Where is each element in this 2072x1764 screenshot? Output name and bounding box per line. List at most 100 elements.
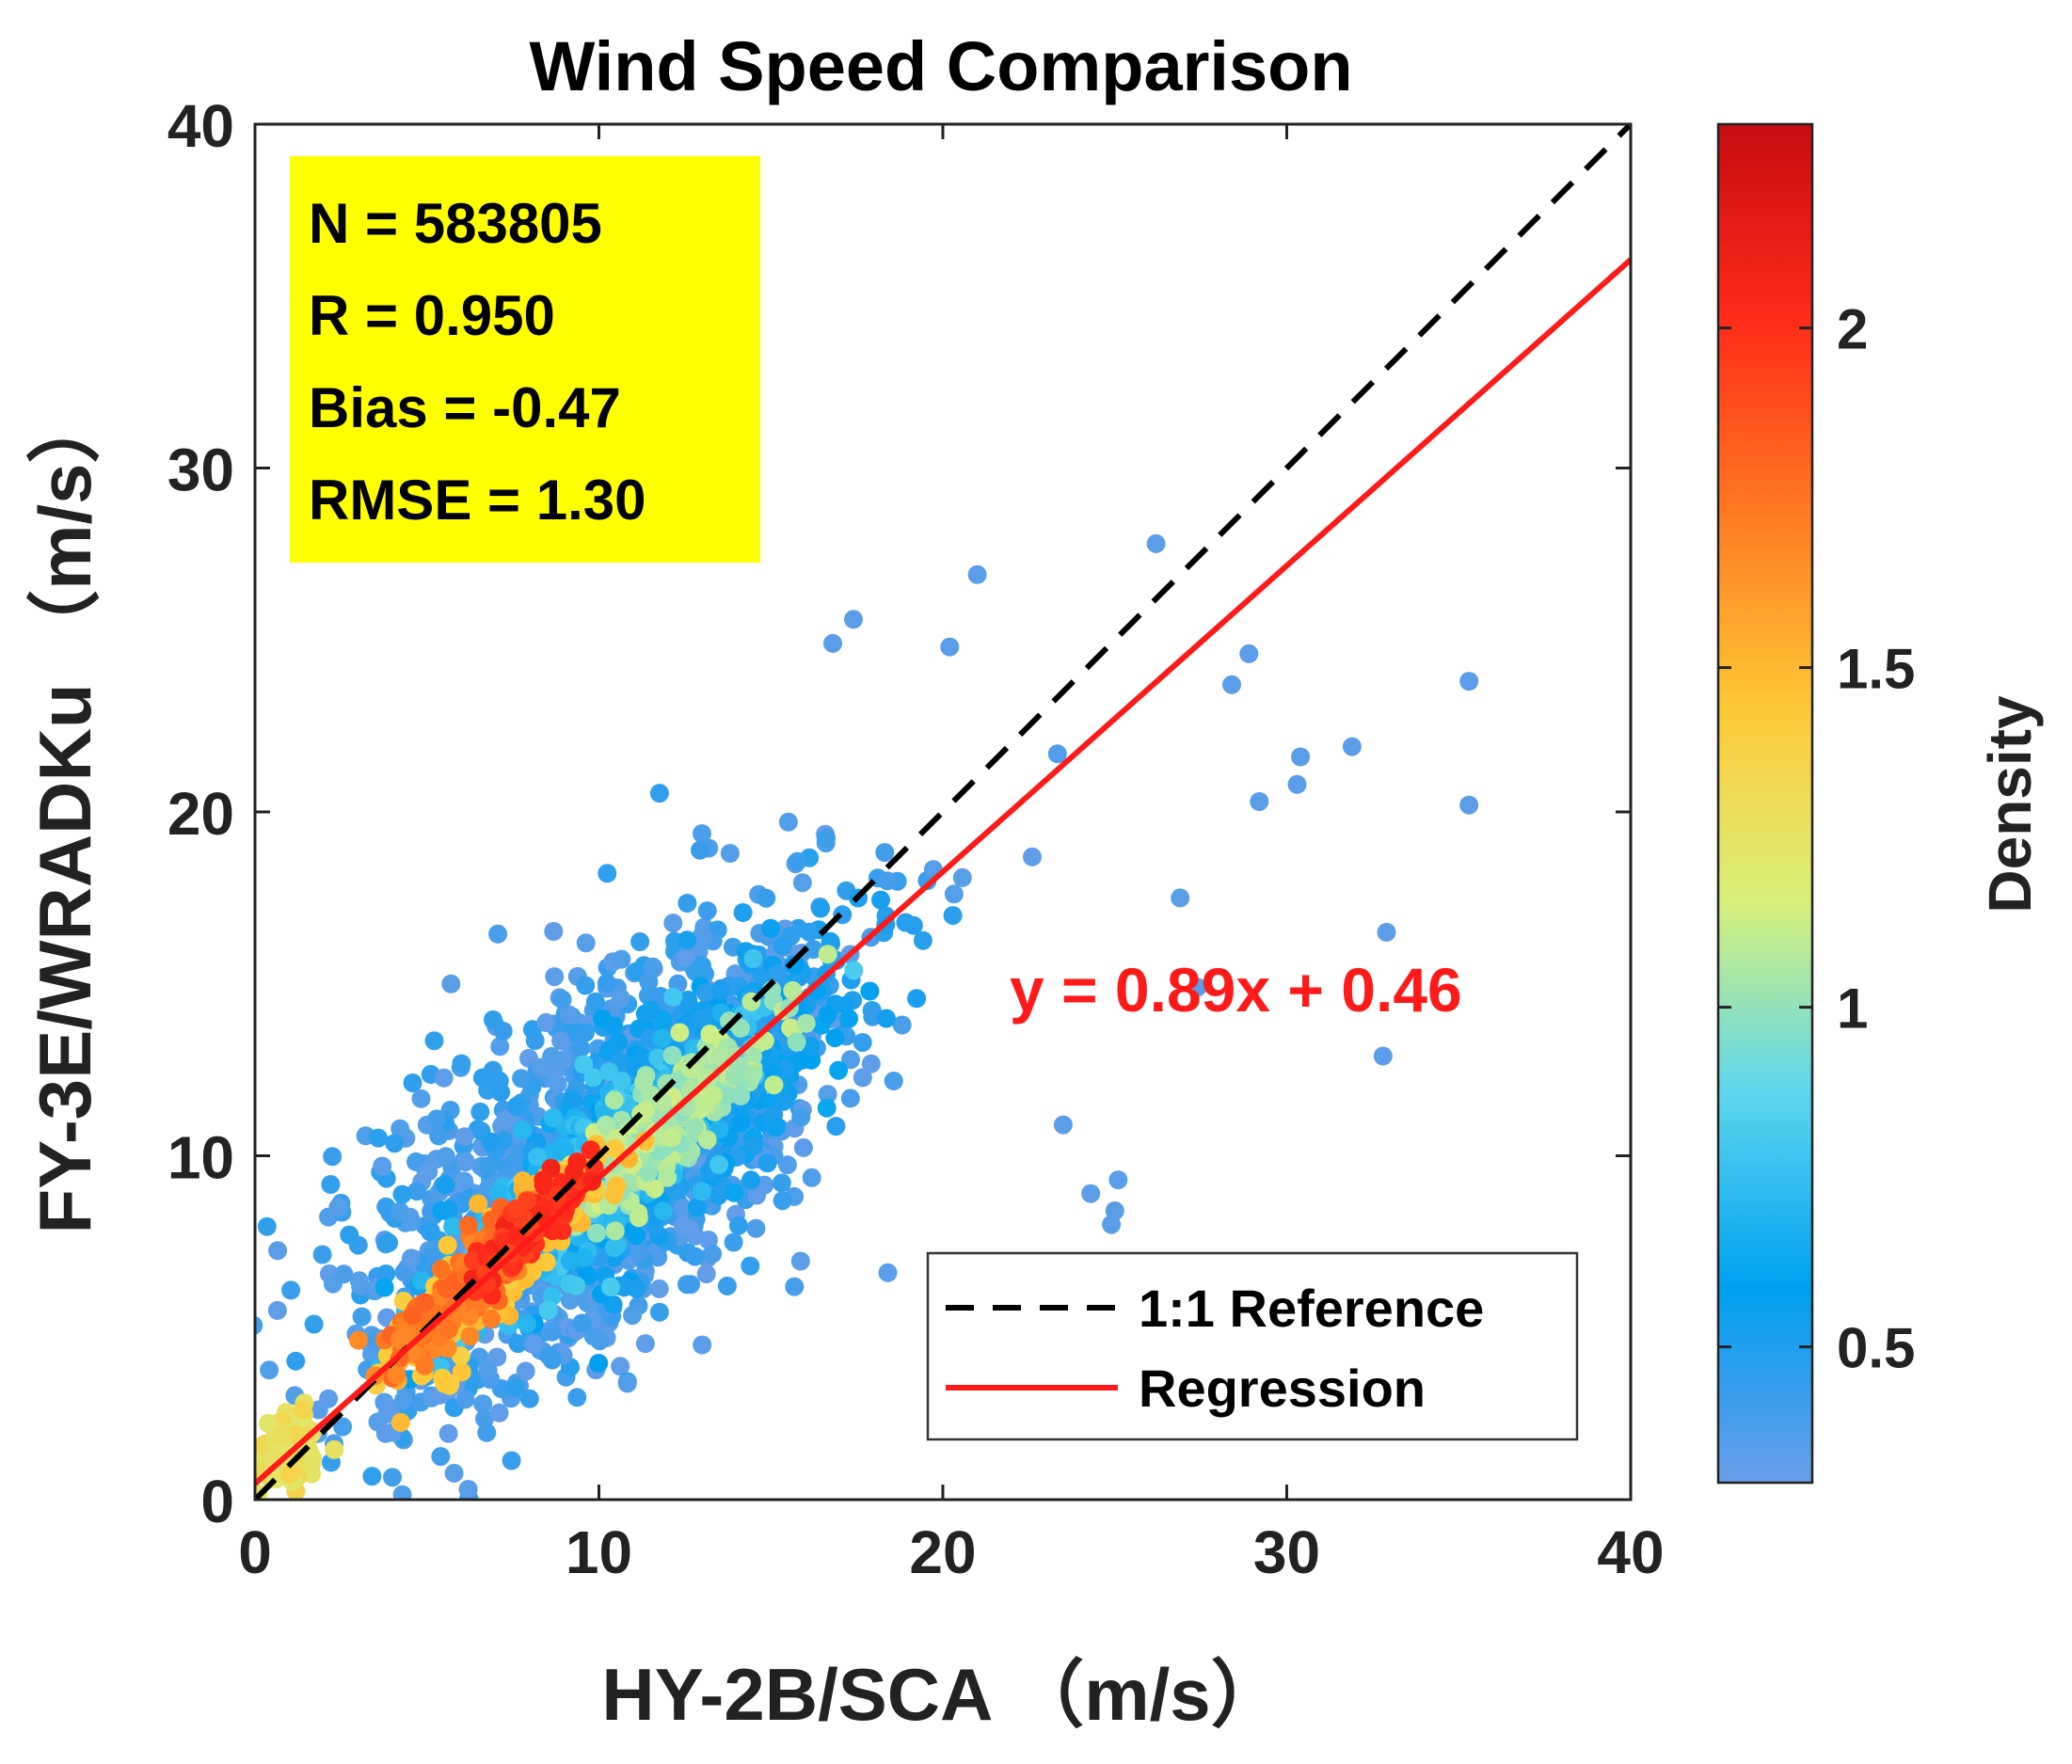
- scatter-point: [552, 1136, 572, 1155]
- colorbar: 0.5 1 1.5 2 Density: [1716, 122, 2044, 1485]
- scatter-point: [519, 1389, 539, 1408]
- scatter-point: [677, 930, 697, 950]
- scatter-point: [452, 1054, 471, 1073]
- scatter-point: [542, 1046, 562, 1066]
- scatter-point: [508, 1334, 528, 1354]
- scatter-point: [349, 1271, 369, 1291]
- scatter-point: [967, 564, 987, 584]
- scatter-point: [604, 1185, 624, 1205]
- scatter-point: [658, 1168, 677, 1187]
- scatter-point: [387, 1365, 406, 1385]
- scatter-point: [376, 1234, 395, 1254]
- scatter-point: [581, 1140, 600, 1160]
- scatter-point: [572, 1313, 592, 1333]
- scatter-point: [488, 924, 508, 944]
- scatter-point: [576, 933, 596, 953]
- scatter-point: [1373, 1046, 1393, 1066]
- scatter-point: [438, 1200, 458, 1219]
- scatter-point: [542, 1350, 562, 1370]
- scatter-point: [731, 1087, 751, 1105]
- legend-label-regression: Regression: [1139, 1359, 1426, 1418]
- scatter-point: [484, 1010, 502, 1029]
- scatter-point: [709, 1047, 729, 1067]
- scatter-point: [605, 1138, 625, 1158]
- scatter-point: [793, 1137, 813, 1157]
- scatter-point: [460, 1327, 480, 1346]
- stats-n: N = 583805: [309, 192, 602, 255]
- scatter-point: [844, 961, 864, 980]
- scatter-point: [571, 1038, 591, 1057]
- scatter-point: [312, 1245, 332, 1264]
- scatter-point: [259, 1413, 278, 1433]
- scatter-point: [435, 1374, 454, 1393]
- scatter-point: [349, 1330, 368, 1350]
- scatter-point: [604, 1090, 624, 1110]
- scatter-point: [604, 1238, 624, 1258]
- scatter-point: [940, 637, 960, 657]
- scatter-point: [952, 867, 972, 887]
- scatter-point: [772, 1173, 791, 1193]
- scatter-point: [785, 1277, 805, 1296]
- scatter-point: [534, 1170, 553, 1190]
- fit-lines: [255, 124, 1631, 1500]
- scatter-point: [390, 1412, 410, 1432]
- scatter-point: [1291, 747, 1311, 767]
- x-axis-label: HY-2B/SCA （m/s）: [601, 1653, 1283, 1736]
- scatter-point: [892, 1015, 912, 1035]
- scatter-point: [839, 1009, 859, 1028]
- scatter-point: [645, 1179, 664, 1199]
- scatter-point: [1081, 1184, 1101, 1203]
- y-axis-label: FY-3E/WRADKu （m/s）: [24, 389, 106, 1233]
- scatter-point: [436, 1147, 455, 1167]
- scatter-point: [649, 784, 669, 803]
- scatter-point: [744, 1136, 764, 1155]
- scatter-point: [538, 1300, 558, 1320]
- scatter-point: [394, 1390, 414, 1409]
- scatter-point: [623, 1306, 643, 1326]
- scatter-point: [437, 1279, 456, 1298]
- scatter-point: [662, 1045, 682, 1065]
- scatter-point: [402, 1248, 421, 1268]
- stats-box-background: [290, 156, 760, 563]
- scatter-point: [757, 888, 776, 908]
- scatter-point: [1102, 1215, 1122, 1234]
- scatter-point: [1053, 1115, 1073, 1135]
- stats-bias: Bias = -0.47: [309, 376, 621, 439]
- scatter-point: [757, 1153, 777, 1173]
- scatter-point: [896, 913, 916, 932]
- scatter-point: [267, 1300, 287, 1320]
- scatter-point: [518, 1191, 537, 1211]
- scatter-point: [369, 1128, 388, 1148]
- colorbar-tick-label: 0.5: [1837, 1317, 1915, 1380]
- scatter-point: [470, 1102, 490, 1121]
- scatter-point: [649, 1279, 669, 1298]
- scatter-point: [611, 1357, 630, 1376]
- scatter-point: [612, 949, 631, 969]
- scatter-point: [1239, 644, 1259, 663]
- scatter-point: [639, 972, 659, 992]
- scatter-point: [516, 1361, 535, 1381]
- scatter-point: [544, 922, 564, 941]
- scatter-point: [458, 1480, 478, 1499]
- scatter-point: [334, 1264, 354, 1284]
- scatter-point: [605, 1221, 625, 1241]
- scatter-point: [1250, 792, 1269, 811]
- scatter-point: [473, 1394, 493, 1414]
- scatter-point: [673, 1198, 693, 1217]
- scatter-point: [768, 963, 788, 983]
- scatter-point: [373, 1156, 392, 1176]
- scatter-point: [1287, 774, 1307, 794]
- scatter-point: [362, 1467, 382, 1486]
- scatter-point: [743, 949, 763, 968]
- scatter-point: [576, 1023, 595, 1042]
- scatter-point: [788, 851, 807, 871]
- x-tick-label: 0: [238, 1518, 272, 1586]
- scatter-point: [790, 1251, 810, 1271]
- scatter-point: [663, 914, 683, 933]
- scatter-point: [853, 1068, 872, 1088]
- scatter-point: [452, 1362, 471, 1382]
- colorbar-ticks: 0.5 1 1.5 2: [1718, 298, 1915, 1380]
- scatter-point: [691, 840, 709, 860]
- scatter-point: [693, 1335, 712, 1355]
- scatter-point: [678, 990, 698, 1009]
